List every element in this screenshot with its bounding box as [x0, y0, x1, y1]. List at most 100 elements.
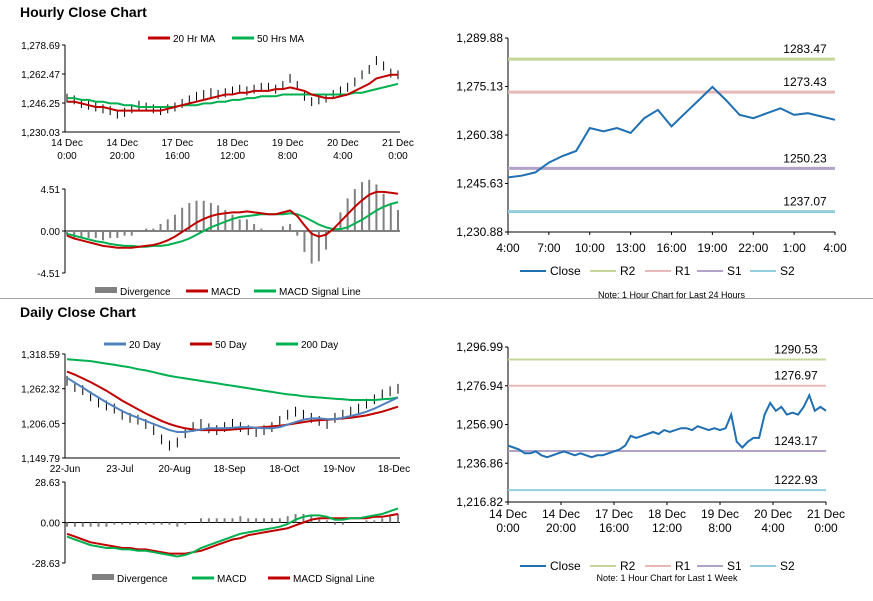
x-tick-label: 21 Dec: [382, 138, 414, 149]
x-tick-label: 19:00: [697, 241, 727, 255]
y-tick-label: 1,318.59: [21, 350, 60, 361]
x-tick-label: 14 Dec: [51, 138, 83, 149]
y-tick-label: 0.00: [41, 519, 61, 530]
x-tick-label: 1:00: [782, 241, 806, 255]
legend-label: S2: [780, 264, 795, 278]
x-tick-label: 17 Dec: [161, 138, 193, 149]
y-tick-label: 0.00: [41, 227, 61, 238]
level-r1-label: 1276.97: [774, 369, 818, 383]
x-tick-label: 14 Dec: [106, 138, 138, 149]
y-tick-label: 1,260.38: [456, 128, 503, 142]
x-tick-label: 0:00: [57, 151, 77, 162]
x-tick-label: 14 Dec: [542, 507, 580, 521]
hourly-pivot-chart: 1,289.88 1,275.13 1,260.38 1,245.63 1,230.88…: [456, 31, 847, 298]
legend-label: Close: [550, 559, 581, 573]
ma50-line: [67, 82, 399, 108]
legend-label: 200 Day: [301, 340, 338, 351]
y-tick-label: 1,276.94: [456, 379, 503, 393]
y-tick-label: 1,245.63: [456, 177, 503, 191]
x-tick-label: 20:00: [546, 521, 576, 535]
x-tick-label: 14 Dec: [489, 507, 527, 521]
legend-label: MACD Signal Line: [293, 574, 375, 585]
x-tick-label: 19-Nov: [323, 464, 355, 475]
y-tick-label: -4.51: [37, 269, 60, 280]
y-tick-label: 1,256.90: [456, 418, 503, 432]
x-tick-label: 23-Jul: [106, 464, 133, 475]
x-tick-label: 18 Dec: [648, 507, 686, 521]
hourly-macd-chart: 4.51 0.00 -4.51 Divergence MACD MACD Signal L…: [37, 179, 400, 298]
x-tick-label: 18-Sep: [213, 464, 246, 475]
daily-macd-chart: 28.63 0.00 -28.63 Divergence MACD MACD Signal…: [32, 478, 400, 585]
legend-label: MACD: [217, 574, 246, 585]
x-tick-label: 22:00: [738, 241, 768, 255]
y-tick-label: 1,262.32: [21, 385, 60, 396]
legend-label: R1: [675, 264, 691, 278]
legend-label: Divergence: [117, 574, 168, 585]
x-tick-label: 16:00: [599, 521, 629, 535]
x-tick-label: 8:00: [278, 151, 298, 162]
level-r1-label: 1273.43: [783, 75, 827, 89]
y-tick-label: 1,278.69: [21, 41, 60, 52]
daily-section-title: Daily Close Chart: [20, 304, 136, 320]
x-tick-label: 18-Dec: [378, 464, 410, 475]
legend-label: S1: [727, 264, 742, 278]
daily-pivot-chart: 1,296.99 1,276.94 1,256.90 1,236.86 1,216.82…: [456, 340, 845, 583]
x-tick-label: 19 Dec: [701, 507, 739, 521]
legend-swatch: [95, 287, 117, 293]
y-tick-label: 1,149.79: [21, 454, 60, 465]
legend-label: Close: [550, 264, 581, 278]
x-tick-label: 4:00: [496, 241, 520, 255]
level-s2-label: 1237.07: [783, 195, 827, 209]
y-tick-label: 1,206.05: [21, 419, 60, 430]
x-tick-label: 20 Dec: [754, 507, 792, 521]
y-tick-label: 1,216.82: [456, 495, 503, 509]
x-tick-label: 18 Dec: [217, 138, 249, 149]
legend-label: 50 Day: [215, 340, 247, 351]
y-tick-label: 1,289.88: [456, 31, 503, 45]
x-tick-label: 4:00: [761, 521, 785, 535]
signal-line: [66, 201, 399, 248]
level-s2-label: 1222.93: [774, 473, 818, 487]
x-tick-label: 12:00: [220, 151, 245, 162]
y-tick-label: 1,230.03: [21, 128, 60, 139]
macd-line: [66, 190, 399, 249]
x-tick-label: 21 Dec: [807, 507, 845, 521]
signal-line: [66, 513, 399, 555]
level-s1-label: 1250.23: [783, 151, 827, 165]
x-tick-label: 18-Oct: [269, 464, 299, 475]
x-tick-label: 0:00: [814, 521, 838, 535]
x-tick-label: 4:00: [333, 151, 353, 162]
ma20-line: [66, 376, 399, 433]
level-r2-label: 1283.47: [783, 42, 827, 56]
legend-label: S2: [780, 559, 795, 573]
x-tick-label: 16:00: [165, 151, 190, 162]
chart-note: Note: 1 Hour Chart for Last 24 Hours: [598, 290, 746, 298]
legend-label: S1: [727, 559, 742, 573]
legend-label: 20 Day: [129, 340, 161, 351]
y-tick-label: 1,262.47: [21, 70, 60, 81]
y-tick-label: 1,296.99: [456, 340, 503, 354]
legend-label: R2: [620, 264, 636, 278]
y-tick-label: 1,246.25: [21, 99, 60, 110]
x-tick-label: 0:00: [388, 151, 408, 162]
x-tick-label: 20:00: [110, 151, 135, 162]
hourly-section-title: Hourly Close Chart: [20, 4, 147, 20]
x-tick-label: 13:00: [616, 241, 646, 255]
ma20-line: [67, 73, 398, 112]
level-s1-label: 1243.17: [774, 434, 818, 448]
chart-note: Note: 1 Hour Chart for Last 1 Week: [597, 573, 738, 583]
legend-label: 20 Hr MA: [173, 34, 216, 45]
y-tick-label: 1,275.13: [456, 80, 503, 94]
section-divider: [0, 298, 873, 299]
level-r2-label: 1290.53: [774, 342, 818, 356]
legend-label: Divergence: [120, 287, 171, 298]
y-tick-label: 1,236.86: [456, 456, 503, 470]
legend-label: MACD Signal Line: [279, 287, 361, 298]
y-tick-label: -28.63: [32, 559, 61, 570]
x-tick-label: 8:00: [708, 521, 732, 535]
legend-label: R1: [675, 559, 691, 573]
close-line: [507, 85, 836, 179]
